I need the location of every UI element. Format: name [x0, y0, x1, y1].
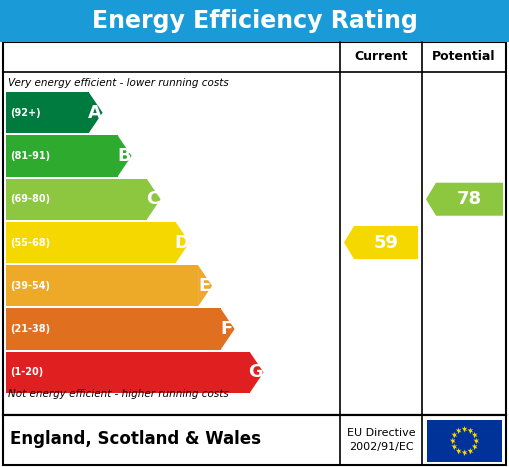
Polygon shape	[176, 222, 189, 263]
Polygon shape	[468, 448, 473, 454]
Polygon shape	[344, 226, 418, 259]
Text: (81-91): (81-91)	[10, 151, 50, 161]
Polygon shape	[473, 438, 479, 444]
Text: 59: 59	[374, 234, 399, 252]
Bar	[6, 135, 118, 177]
Text: G: G	[248, 363, 263, 382]
Text: (69-80): (69-80)	[10, 194, 50, 204]
Text: D: D	[175, 234, 189, 252]
Polygon shape	[468, 427, 473, 434]
Text: England, Scotland & Wales: England, Scotland & Wales	[10, 430, 261, 448]
Text: Current: Current	[354, 50, 408, 64]
Bar	[6, 352, 249, 393]
Polygon shape	[118, 135, 132, 177]
Bar	[6, 178, 147, 220]
Text: C: C	[146, 190, 159, 208]
Polygon shape	[220, 308, 235, 350]
Bar	[6, 308, 220, 350]
Bar	[6, 222, 176, 263]
Text: (21-38): (21-38)	[10, 324, 50, 334]
Text: A: A	[88, 104, 102, 121]
Bar	[3, 415, 506, 465]
Polygon shape	[451, 444, 457, 450]
Text: Potential: Potential	[432, 50, 496, 64]
Text: (39-54): (39-54)	[10, 281, 50, 291]
Text: (92+): (92+)	[10, 107, 41, 118]
Polygon shape	[198, 265, 212, 306]
Bar	[0, 0, 509, 42]
Polygon shape	[147, 178, 160, 220]
Polygon shape	[249, 352, 264, 393]
Polygon shape	[472, 432, 477, 439]
Polygon shape	[462, 426, 467, 432]
Bar	[6, 92, 89, 133]
Text: Not energy efficient - higher running costs: Not energy efficient - higher running co…	[8, 389, 229, 399]
Bar	[3, 42, 506, 415]
Text: Energy Efficiency Rating: Energy Efficiency Rating	[92, 9, 417, 33]
Text: E: E	[198, 277, 211, 295]
Polygon shape	[456, 427, 462, 434]
Text: EU Directive: EU Directive	[347, 428, 415, 438]
Polygon shape	[451, 432, 457, 439]
Text: (55-68): (55-68)	[10, 238, 50, 248]
Text: B: B	[117, 147, 131, 165]
Polygon shape	[462, 449, 467, 456]
Text: 2002/91/EC: 2002/91/EC	[349, 442, 413, 452]
Bar	[6, 265, 198, 306]
Polygon shape	[89, 92, 103, 133]
Polygon shape	[426, 183, 503, 216]
Text: Very energy efficient - lower running costs: Very energy efficient - lower running co…	[8, 78, 229, 88]
Polygon shape	[456, 448, 462, 454]
Polygon shape	[450, 438, 456, 444]
Bar	[427, 420, 502, 462]
Text: 78: 78	[457, 190, 482, 208]
Text: F: F	[221, 320, 233, 338]
Text: (1-20): (1-20)	[10, 368, 43, 377]
Polygon shape	[472, 444, 477, 450]
